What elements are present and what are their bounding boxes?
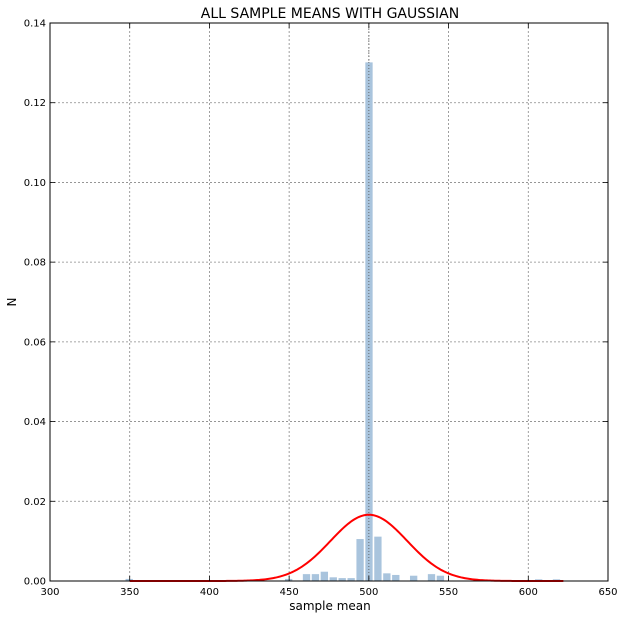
x-tick-label: 600: [519, 587, 538, 598]
x-tick-label: 550: [439, 587, 458, 598]
x-tick-label: 400: [200, 587, 219, 598]
histogram-bar: [302, 573, 311, 582]
histogram-bar: [382, 572, 392, 582]
y-tick-label: 0.14: [24, 19, 46, 30]
y-tick-label: 0.02: [24, 497, 46, 508]
x-tick-label: 500: [359, 587, 378, 598]
plot-frame: [49, 22, 609, 582]
y-tick-label: 0.12: [24, 98, 46, 109]
x-axis-label: sample mean: [289, 599, 370, 613]
plot-area: [49, 22, 609, 582]
y-tick-label: 0.08: [24, 258, 46, 269]
histogram-bar: [409, 575, 418, 582]
plot-background: [50, 23, 608, 581]
tick-marks: [49, 22, 609, 582]
histogram-bar: [320, 571, 329, 582]
x-tick-label: 650: [598, 587, 617, 598]
histogram-bar: [329, 576, 338, 582]
histogram-bar: [355, 538, 365, 582]
histogram-bar: [391, 574, 401, 582]
y-tick-label: 0.00: [24, 577, 46, 588]
x-tick-label: 300: [40, 587, 59, 598]
histogram-bar: [311, 573, 320, 582]
y-axis-label: N: [5, 298, 19, 307]
y-tick-label: 0.10: [24, 178, 46, 189]
histogram-bar: [373, 536, 383, 582]
x-tick-label: 450: [280, 587, 299, 598]
histogram-bar: [436, 575, 445, 582]
histogram-bar: [427, 573, 436, 582]
y-tick-labels: 0.00 0.02 0.04 0.06 0.08 0.10 0.12 0.14: [24, 19, 46, 588]
x-tick-label: 350: [120, 587, 139, 598]
chart-title: ALL SAMPLE MEANS WITH GAUSSIAN: [201, 6, 459, 22]
x-tick-labels: 300 350 400 450 500 550 600 650: [40, 587, 617, 598]
y-tick-label: 0.06: [24, 337, 46, 348]
y-tick-label: 0.04: [24, 417, 46, 428]
